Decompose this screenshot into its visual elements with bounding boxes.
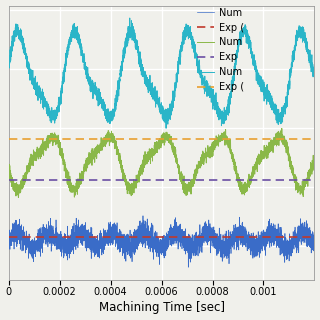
Num [17, 196, 20, 199]
Num [229, 148, 233, 152]
Num [288, 67, 292, 71]
Num [280, 126, 284, 130]
Num [7, 58, 11, 61]
Num [303, 228, 307, 232]
Num [135, 236, 139, 240]
Num [229, 238, 233, 242]
Legend: Num, Exp (, Num, Exp, Num, Exp (: Num, Exp (, Num, Exp, Num, Exp ( [197, 8, 244, 92]
Num [138, 233, 141, 236]
Num [135, 44, 139, 48]
Num [313, 70, 316, 74]
Num [138, 166, 141, 170]
Num [313, 241, 316, 245]
Num [288, 156, 292, 160]
Line: Num: Num [9, 18, 315, 128]
Num [128, 16, 132, 20]
Num [152, 241, 156, 245]
Num [303, 177, 307, 181]
Line: Num: Num [9, 128, 315, 197]
Num [303, 38, 307, 42]
Num [164, 126, 168, 130]
Num [152, 91, 156, 94]
Num [141, 214, 145, 218]
X-axis label: Machining Time [sec]: Machining Time [sec] [99, 301, 225, 315]
Num [138, 58, 141, 61]
Num [7, 165, 11, 169]
Num [7, 238, 11, 242]
Num [229, 92, 233, 96]
Num [288, 245, 292, 249]
Num [313, 157, 316, 161]
Num [135, 176, 139, 180]
Num [152, 148, 156, 152]
Line: Num: Num [9, 216, 315, 267]
Num [187, 265, 190, 269]
